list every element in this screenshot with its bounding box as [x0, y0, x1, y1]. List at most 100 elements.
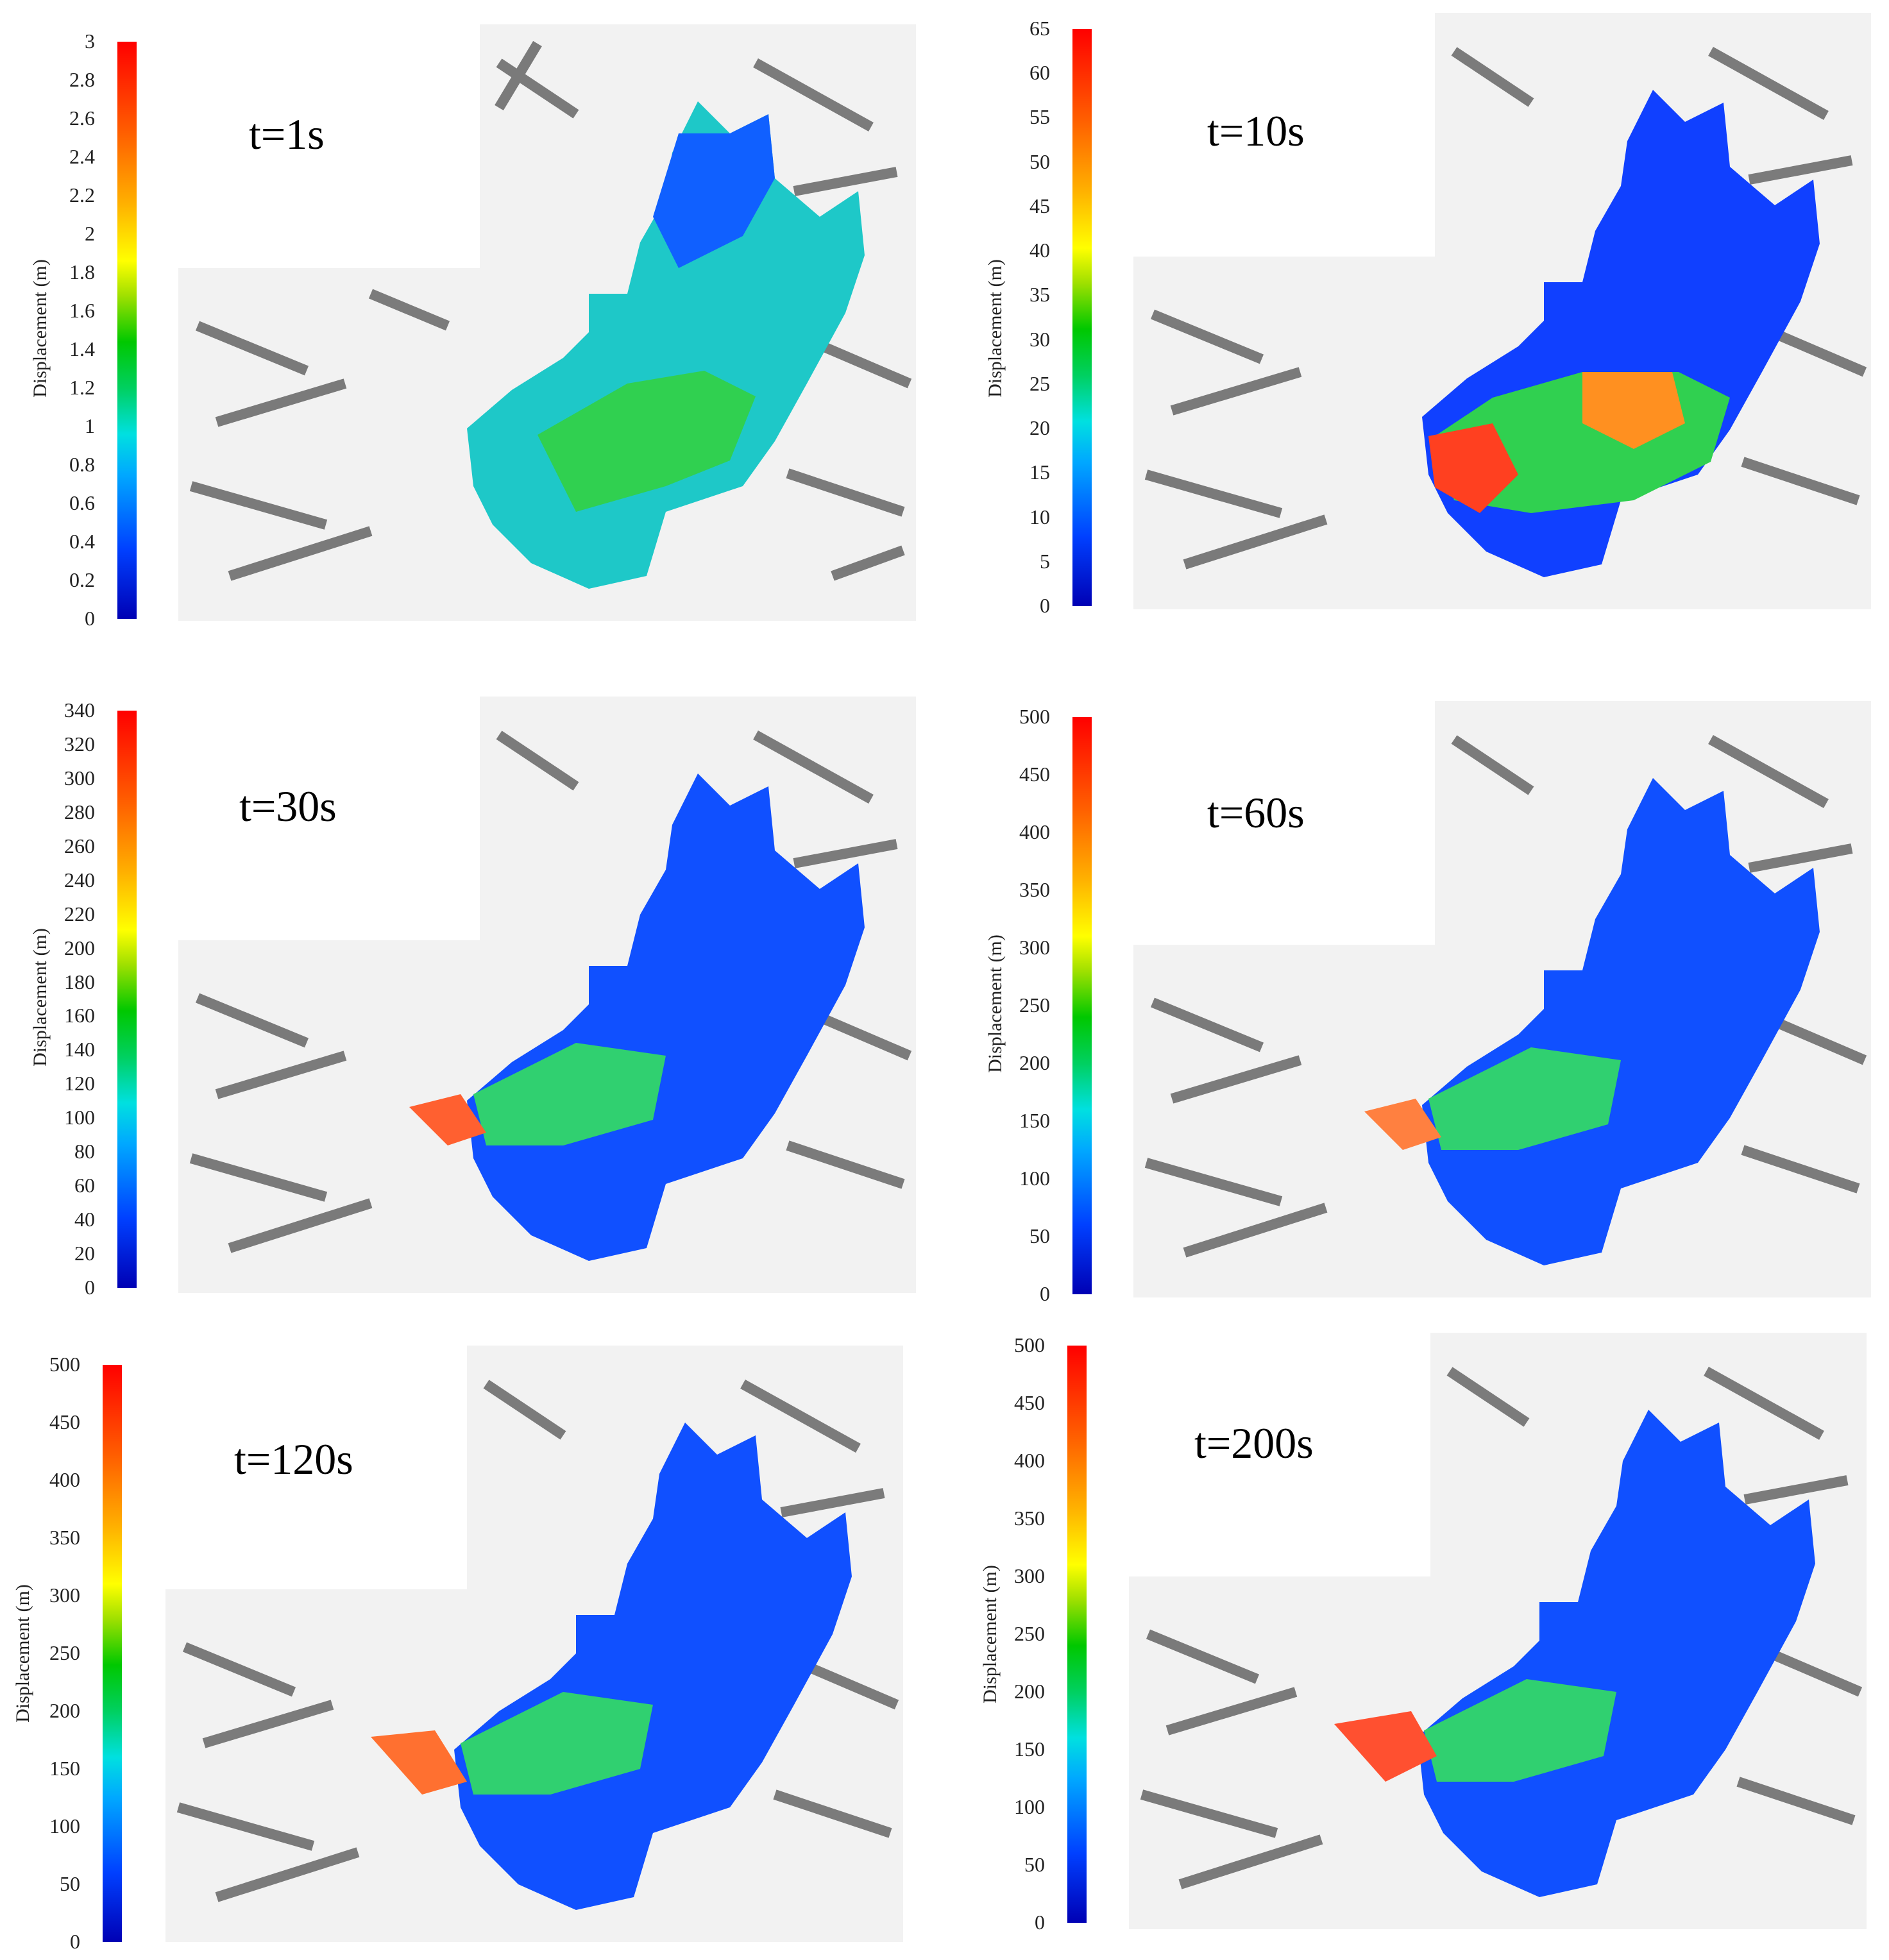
- colorbar-tick-label: 280: [64, 800, 95, 824]
- colorbar-tick-label: 45: [1029, 194, 1050, 217]
- landslide-map: [178, 697, 916, 1293]
- colorbar-tick-label: 50: [1024, 1853, 1045, 1876]
- colorbar-tick-label: 3: [85, 30, 95, 53]
- panel-t1: 3 2.8 2.6 2.4 2.2 2 1.8 1.6 1.4 1.2 1 0.8 0.6 0.4 0.2 0…: [0, 0, 944, 653]
- colorbar-tick-label: 250: [1014, 1622, 1045, 1645]
- colorbar: [117, 42, 137, 619]
- colorbar-tick-label: 340: [64, 698, 95, 722]
- time-label: t=10s: [1207, 106, 1305, 155]
- colorbar-tick-label: 1.2: [69, 376, 95, 399]
- colorbar-tick-label: 0: [85, 1276, 95, 1299]
- colorbar-label: Displacement (m): [984, 934, 1006, 1073]
- colorbar-tick-label: 15: [1029, 460, 1050, 484]
- colorbar: [1072, 717, 1092, 1294]
- colorbar-tick-label: 260: [64, 834, 95, 858]
- colorbar-tick-label: 300: [1014, 1564, 1045, 1587]
- colorbar-tick-label: 0: [1040, 1282, 1050, 1305]
- colorbar-tick-label: 0.4: [69, 530, 95, 553]
- colorbar-tick-label: 30: [1029, 327, 1050, 351]
- colorbar: [117, 711, 137, 1288]
- panel-t30: 340 320 300 280 260 240 220 200 180 160 140 120 100 8…: [0, 653, 944, 1306]
- colorbar-tick-label: 400: [1014, 1449, 1045, 1472]
- colorbar: [1072, 29, 1092, 606]
- landslide-map: [1133, 701, 1871, 1297]
- colorbar-tick-label: 350: [1014, 1507, 1045, 1530]
- colorbar-tick-label: 2.6: [69, 106, 95, 130]
- colorbar-tick-label: 250: [49, 1641, 80, 1664]
- colorbar-tick-label: 200: [49, 1699, 80, 1722]
- colorbar-tick-label: 40: [1029, 239, 1050, 262]
- colorbar-tick-label: 1.4: [69, 337, 95, 360]
- colorbar-tick-label: 60: [74, 1174, 95, 1197]
- colorbar-tick-label: 50: [1029, 1224, 1050, 1247]
- colorbar-tick-label: 350: [49, 1526, 80, 1549]
- colorbar-tick-label: 25: [1029, 371, 1050, 395]
- colorbar-tick-label: 200: [1019, 1051, 1050, 1074]
- colorbar-tick-label: 10: [1029, 505, 1050, 528]
- colorbar-tick-label: 100: [64, 1106, 95, 1129]
- colorbar-tick-label: 300: [49, 1584, 80, 1607]
- colorbar-tick-label: 5: [1040, 549, 1050, 573]
- colorbar-tick-label: 2.2: [69, 183, 95, 207]
- colorbar-tick-label: 150: [1014, 1737, 1045, 1761]
- colorbar-tick-label: 450: [1014, 1391, 1045, 1414]
- colorbar-tick-label: 50: [60, 1872, 80, 1895]
- panel-t10: 65 60 55 50 45 40 35 30 25 20 15 10 5 0 Displacement …: [944, 0, 1889, 653]
- time-label: t=200s: [1194, 1419, 1314, 1467]
- panel-t200: 500 450 400 350 300 250 200 150 100 50 0 Displacem…: [944, 1306, 1889, 1960]
- colorbar-tick-label: 55: [1029, 105, 1050, 129]
- colorbar-tick-label: 150: [1019, 1109, 1050, 1132]
- colorbar-tick-label: 0: [1040, 594, 1050, 617]
- colorbar-tick-label: 120: [64, 1072, 95, 1095]
- colorbar-label: Displacement (m): [29, 928, 51, 1067]
- colorbar-tick-label: 1: [85, 414, 95, 437]
- colorbar-tick-label: 100: [1014, 1795, 1045, 1818]
- colorbar-tick-label: 240: [64, 868, 95, 891]
- colorbar-tick-label: 250: [1019, 993, 1050, 1017]
- colorbar-tick-label: 0.2: [69, 568, 95, 591]
- colorbar-label: Displacement (m): [29, 259, 51, 398]
- colorbar-tick-label: 450: [1019, 763, 1050, 786]
- colorbar-tick-label: 450: [49, 1410, 80, 1433]
- time-label: t=120s: [234, 1435, 353, 1483]
- colorbar-tick-label: 0: [70, 1930, 80, 1953]
- colorbar-tick-label: 35: [1029, 283, 1050, 307]
- colorbar-tick-label: 400: [49, 1468, 80, 1491]
- landslide-map: [1133, 13, 1871, 609]
- colorbar-tick-label: 50: [1029, 149, 1050, 173]
- colorbar-tick-label: 180: [64, 970, 95, 993]
- colorbar: [103, 1365, 122, 1942]
- colorbar-tick-label: 2: [85, 222, 95, 245]
- colorbar-tick-label: 150: [49, 1757, 80, 1780]
- colorbar-tick-label: 0.6: [69, 491, 95, 514]
- colorbar-label: Displacement (m): [984, 259, 1006, 398]
- colorbar-tick-label: 2.8: [69, 68, 95, 91]
- colorbar-tick-label: 200: [64, 936, 95, 959]
- colorbar-tick-label: 400: [1019, 820, 1050, 843]
- colorbar-label: Displacement (m): [979, 1565, 1001, 1703]
- colorbar-tick-label: 1.8: [69, 260, 95, 283]
- colorbar-tick-label: 500: [1019, 705, 1050, 728]
- colorbar-tick-label: 160: [64, 1004, 95, 1027]
- colorbar-tick-label: 2.4: [69, 145, 95, 168]
- colorbar-tick-label: 60: [1029, 61, 1050, 85]
- colorbar-tick-label: 300: [64, 766, 95, 790]
- colorbar-tick-label: 500: [49, 1353, 80, 1376]
- colorbar-tick-label: 100: [1019, 1167, 1050, 1190]
- colorbar-tick-label: 65: [1029, 17, 1050, 40]
- colorbar-label: Displacement (m): [12, 1584, 33, 1723]
- colorbar-tick-label: 40: [74, 1208, 95, 1231]
- landslide-map: [1129, 1333, 1867, 1929]
- colorbar-tick-label: 80: [74, 1140, 95, 1163]
- colorbar-tick-label: 100: [49, 1814, 80, 1838]
- time-label: t=1s: [249, 110, 325, 158]
- landslide-map: [178, 24, 916, 621]
- colorbar: [1067, 1346, 1087, 1923]
- colorbar-tick-label: 300: [1019, 936, 1050, 959]
- colorbar-tick-label: 0: [85, 607, 95, 630]
- panel-t120: 500 450 400 350 300 250 200 150 100 50 0 Displacem…: [0, 1306, 944, 1960]
- time-label: t=30s: [239, 782, 337, 831]
- colorbar-tick-label: 20: [1029, 416, 1050, 440]
- colorbar-tick-label: 200: [1014, 1680, 1045, 1703]
- colorbar-tick-label: 500: [1014, 1333, 1045, 1356]
